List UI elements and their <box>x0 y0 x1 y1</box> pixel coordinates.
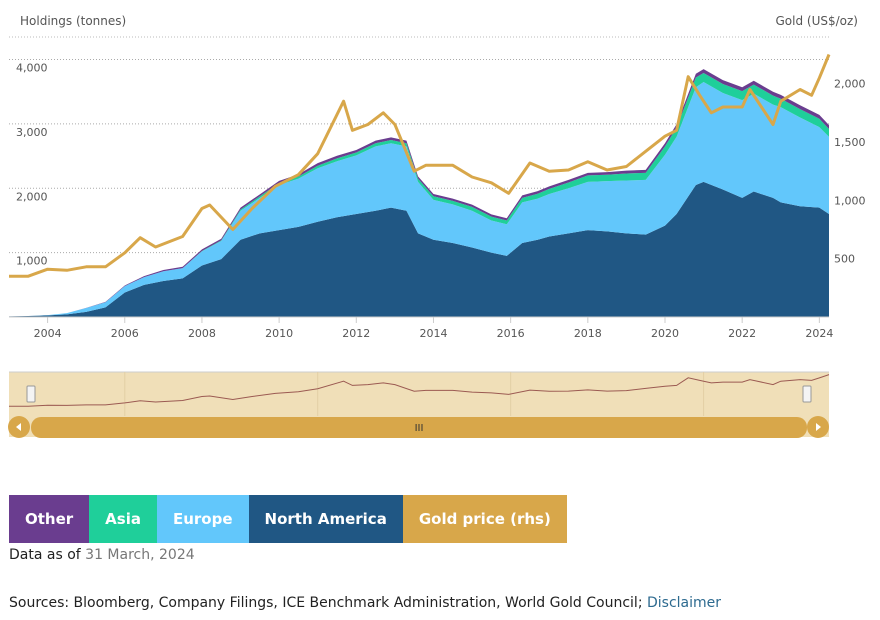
x-tick-label: 2006 <box>111 327 139 340</box>
x-tick-label: 2022 <box>728 327 756 340</box>
as-of-date: 31 March, 2024 <box>85 547 195 563</box>
y-tick-label: 3,000 <box>16 126 48 139</box>
legend-item-north-america[interactable]: North America <box>248 495 403 543</box>
x-tick-label: 2010 <box>265 327 293 340</box>
legend-item-europe[interactable]: Europe <box>156 495 249 543</box>
as-of-prefix: Data as of <box>9 547 86 563</box>
x-tick-label: 2012 <box>342 327 370 340</box>
y2-tick-label: 2,000 <box>834 78 866 91</box>
data-as-of: Data as of 31 March, 2024 <box>9 547 195 563</box>
x-axis-ticks: 2004 2006 2008 2010 2012 2014 2016 2018 2020 2022… <box>9 316 833 340</box>
gold-price-line-group <box>9 53 831 278</box>
x-tick-label: 2018 <box>574 327 602 340</box>
x-tick-label: 2014 <box>419 327 447 340</box>
navigator-right-handle[interactable] <box>802 385 812 403</box>
sources-text: Sources: Bloomberg, Company Filings, ICE… <box>9 595 647 611</box>
legend-item-gold-price[interactable]: Gold price (rhs) <box>402 495 567 543</box>
gold-price-line <box>9 53 831 278</box>
y-tick-label: 2,000 <box>16 190 48 203</box>
x-tick-label: 2016 <box>497 327 525 340</box>
navigator-left-handle[interactable] <box>26 385 36 403</box>
y2-tick-label: 500 <box>834 253 855 266</box>
area-europe <box>9 82 829 317</box>
legend-item-other[interactable]: Other <box>9 495 90 543</box>
y2-axis-title: Gold (US$/oz) <box>776 14 859 28</box>
x-tick-label: 2008 <box>188 327 216 340</box>
navigator-series-line <box>9 374 830 407</box>
range-navigator[interactable]: III <box>8 371 830 438</box>
legend-item-asia[interactable]: Asia <box>89 495 157 543</box>
y2-axis-ticks: 500 1,000 1,500 2,000 <box>834 78 866 266</box>
y-axis-ticks: 1,000 2,000 3,000 4,000 <box>16 62 48 268</box>
right-arrow-icon <box>816 423 821 431</box>
area-north-america <box>9 181 829 317</box>
legend: Other Asia Europe North America Gold pri… <box>9 495 567 543</box>
scrollbar-grip-icon: III <box>415 423 424 434</box>
x-tick-label: 2020 <box>651 327 679 340</box>
y-axis-title: Holdings (tonnes) <box>20 14 126 28</box>
y-tick-label: 1,000 <box>16 255 48 268</box>
y-tick-label: 4,000 <box>16 62 48 75</box>
navigator-scrollbar-thumb[interactable] <box>31 417 807 438</box>
x-tick-label: 2004 <box>34 327 62 340</box>
sources-note: Sources: Bloomberg, Company Filings, ICE… <box>9 595 721 611</box>
x-tick-label: 2024 <box>805 327 833 340</box>
gold-etf-chart: Holdings (tonnes) Gold (US$/oz) 2004 2006… <box>8 14 866 438</box>
left-arrow-icon <box>16 423 21 431</box>
y2-tick-label: 1,500 <box>834 136 866 149</box>
disclaimer-link[interactable]: Disclaimer <box>647 595 722 611</box>
y2-tick-label: 1,000 <box>834 194 866 207</box>
